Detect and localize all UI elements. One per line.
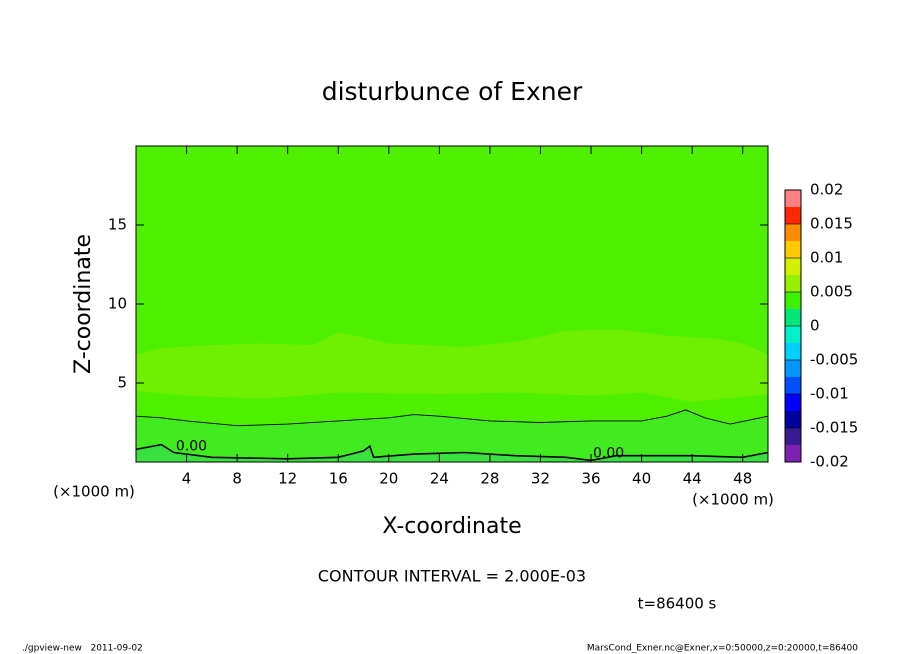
contour-interval: CONTOUR INTERVAL = 2.000E-03 [318, 567, 586, 586]
colorbar-tick-label: 0.005 [810, 283, 853, 301]
colorbar-tick-label: 0.01 [810, 249, 843, 267]
filled-region [136, 329, 768, 402]
colorbar-tick-label: -0.015 [810, 419, 858, 437]
x-tick-label: 28 [480, 470, 499, 488]
colorbar-segment [785, 190, 801, 207]
x-tick-label: 8 [232, 470, 242, 488]
contour-line [135, 409, 769, 427]
y-tick-label: 5 [117, 374, 127, 392]
x-tick-label: 44 [683, 470, 702, 488]
x-tick-label: 16 [329, 470, 348, 488]
y-unit: (×1000 m) [53, 483, 135, 501]
contour-line [135, 443, 769, 462]
colorbar-tick-label: 0 [810, 317, 820, 335]
x-tick-label: 48 [733, 470, 752, 488]
colorbar-segment [785, 309, 801, 326]
colorbar-segment [785, 258, 801, 275]
colorbar-segment [785, 207, 801, 224]
colorbar-segment [785, 360, 801, 377]
colorbar-tick-label: 0.02 [810, 181, 843, 199]
colorbar-segment [785, 428, 801, 445]
x-unit: (×1000 m) [692, 491, 774, 509]
time-label: t=86400 s [638, 595, 717, 613]
colorbar-segment [785, 343, 801, 360]
y-axis-label: Z-coordinate [71, 234, 96, 374]
colorbar-segment [785, 275, 801, 292]
colorbar-tick-label: -0.005 [810, 351, 858, 369]
plot-area [136, 146, 768, 462]
x-tick-label: 36 [581, 470, 600, 488]
y-tick-label: 15 [108, 216, 127, 234]
colorbar-segment [785, 445, 801, 462]
x-tick-label: 4 [182, 470, 192, 488]
colorbar-tick-label: 0.015 [810, 215, 853, 233]
colorbar-segment [785, 224, 801, 241]
colorbar-tick-label: -0.02 [810, 453, 849, 471]
contour-fill [136, 409, 768, 462]
colorbar-segment [785, 394, 801, 411]
x-tick-label: 20 [379, 470, 398, 488]
x-tick-label: 32 [531, 470, 550, 488]
contour-label: 0.00 [593, 445, 624, 461]
footer-right: MarsCond_Exner.nc@Exner,x=0:50000,z=0:20… [587, 644, 858, 654]
colorbar-segment [785, 411, 801, 428]
x-axis-label: X-coordinate [382, 514, 521, 539]
x-tick-label: 40 [632, 470, 651, 488]
colorbar-segment [785, 292, 801, 309]
x-tick-label: 24 [430, 470, 449, 488]
y-tick-label: 10 [108, 295, 127, 313]
colorbar-segment [785, 326, 801, 343]
x-tick-label: 12 [278, 470, 297, 488]
colorbar-segment [785, 241, 801, 258]
chart-title: disturbunce of Exner [322, 77, 583, 106]
footer-left: ./gpview-new 2011-09-02 [22, 644, 143, 654]
colorbar-segment [785, 377, 801, 394]
contour-label: 0.00 [176, 439, 207, 455]
colorbar-tick-label: -0.01 [810, 385, 849, 403]
